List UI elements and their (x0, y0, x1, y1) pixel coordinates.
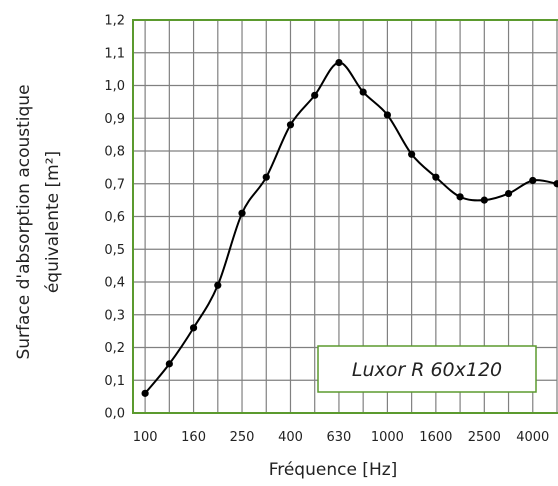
data-point (286, 121, 295, 129)
y-tick-label: 1,0 (104, 79, 125, 94)
x-axis-ticks: 100 160 250 400 630 1000 1600 2500 4000 (133, 430, 550, 445)
legend-box (317, 345, 537, 393)
data-point (383, 111, 391, 119)
legend-label: Luxor R 60x120 (352, 359, 502, 381)
x-tick-label: 400 (278, 430, 303, 445)
y-axis-title-line2: équivalente [m²] (43, 151, 63, 293)
plot-border (132, 19, 558, 414)
data-point (141, 389, 149, 397)
data-point (553, 180, 558, 188)
x-tick-label: 250 (230, 430, 255, 445)
x-tick-label: 1600 (419, 430, 452, 445)
data-point (214, 281, 222, 289)
data-point (456, 193, 464, 201)
y-tick-label: 0,4 (104, 276, 125, 291)
y-tick-label: 0,2 (104, 341, 125, 356)
y-tick-label: 0,6 (104, 210, 125, 225)
y-axis-title-line1: Surface d'absorption acoustique (14, 84, 34, 359)
x-tick-label: 630 (327, 430, 352, 445)
data-point (529, 176, 537, 185)
y-tick-label: 0,5 (104, 243, 125, 258)
data-point (432, 173, 440, 181)
data-point (480, 196, 488, 204)
series-points (141, 58, 558, 397)
x-tick-label: 2500 (468, 430, 501, 445)
y-tick-label: 0,7 (104, 177, 125, 192)
data-point (359, 88, 367, 96)
data-point (189, 324, 198, 332)
data-point (262, 173, 270, 181)
data-point (165, 360, 173, 368)
series-line (144, 61, 558, 394)
y-tick-label: 0,0 (104, 407, 125, 422)
y-tick-label: 0,9 (104, 112, 125, 127)
x-tick-label: 160 (181, 430, 206, 445)
data-point (504, 189, 513, 198)
x-tick-label: 1000 (371, 430, 404, 445)
data-point (238, 209, 246, 217)
y-tick-label: 0,1 (104, 374, 125, 389)
x-tick-label: 4000 (516, 430, 549, 445)
y-tick-label: 1,1 (104, 46, 125, 61)
x-tick-label: 100 (133, 430, 158, 445)
data-point (311, 91, 319, 99)
y-tick-label: 1,2 (104, 14, 125, 29)
data-point (335, 58, 343, 67)
y-tick-label: 0,8 (104, 145, 125, 160)
x-axis-title: Fréquence [Hz] (269, 460, 398, 480)
y-tick-label: 0,3 (104, 308, 125, 323)
data-point (408, 150, 416, 158)
legend: Luxor R 60x120 (317, 345, 537, 393)
y-axis-ticks: 0,0 0,1 0,2 0,3 0,4 0,5 0,6 0,7 0,8 0,9 1,0 1,1 1,2 (104, 14, 125, 422)
